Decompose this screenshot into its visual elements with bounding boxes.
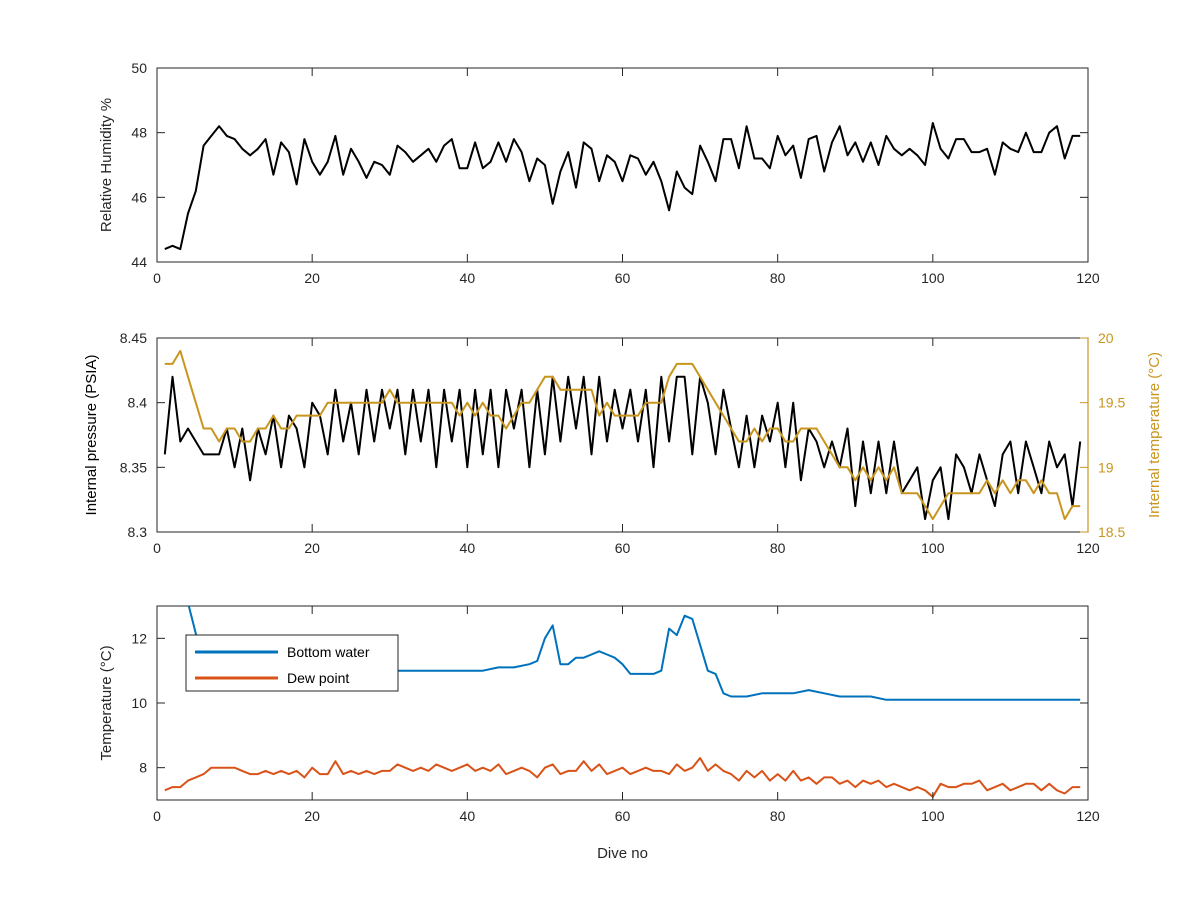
y-axis-title: Temperature (°C) <box>98 645 115 760</box>
x-tick-label: 80 <box>770 540 786 556</box>
x-tick-label: 120 <box>1076 808 1100 824</box>
legend-label: Dew point <box>287 670 349 686</box>
y-axis-title: Internal pressure (PSIA) <box>83 355 100 516</box>
y-tick-label: 48 <box>131 125 147 141</box>
panel-3: 0 20 40 60 80 100 120 8 10 12 Temperature (°C) Dive… <box>98 605 1100 862</box>
panel-1: 0 20 40 60 80 100 120 44 46 48 50 Relative Humidity… <box>98 60 1100 286</box>
legend-box <box>185 634 399 692</box>
x-tick-label: 100 <box>921 270 945 286</box>
x-tick-label: 0 <box>153 540 161 556</box>
x-tick-label: 100 <box>921 540 945 556</box>
x-tick-label: 120 <box>1076 540 1100 556</box>
x-tick-label: 80 <box>770 270 786 286</box>
plot-area-2 <box>156 337 1089 533</box>
y-right-tick-label: 18.5 <box>1098 524 1125 540</box>
y-tick-label: 8.3 <box>128 524 148 540</box>
x-tick-label: 100 <box>921 808 945 824</box>
x-tick-label: 20 <box>304 808 320 824</box>
y-tick-label: 50 <box>131 60 147 76</box>
y-right-tick-label: 19 <box>1098 459 1114 475</box>
x-tick-label: 120 <box>1076 270 1100 286</box>
series-line-2-2 <box>164 349 1081 521</box>
x-axis-title: Dive no <box>597 845 648 862</box>
y-right-tick-label: 20 <box>1098 330 1114 346</box>
y-tick-label: 44 <box>131 254 147 270</box>
panel-2: 0 20 40 60 80 100 120 8.3 8.35 8.4 8.45 18.5 19 19.5 2… <box>83 330 1163 556</box>
x-tick-label: 40 <box>460 808 476 824</box>
series-line-1-1 <box>164 122 1081 251</box>
y-right-axis-title: Internal temperature (°C) <box>1146 352 1163 518</box>
x-tick-label: 40 <box>460 540 476 556</box>
series-line-3-2 <box>164 757 1081 798</box>
y-tick-label: 8.35 <box>120 459 147 475</box>
x-tick-label: 20 <box>304 270 320 286</box>
x-tick-label: 0 <box>153 270 161 286</box>
series-line-2-1 <box>163 375 1082 521</box>
y-tick-label: 10 <box>131 695 147 711</box>
y-axis-title: Relative Humidity % <box>98 98 115 232</box>
y-right-tick-label: 19.5 <box>1098 395 1125 411</box>
y-tick-label: 8.45 <box>120 330 147 346</box>
x-tick-label: 0 <box>153 808 161 824</box>
y-tick-label: 12 <box>131 630 147 646</box>
y-tick-label: 8 <box>139 760 147 776</box>
legend-label: Bottom water <box>287 644 370 660</box>
legend: Bottom water Dew point <box>185 634 399 692</box>
plot-area-1 <box>156 67 1089 263</box>
x-tick-label: 60 <box>615 540 631 556</box>
x-tick-label: 80 <box>770 808 786 824</box>
x-tick-label: 20 <box>304 540 320 556</box>
x-tick-label: 60 <box>615 808 631 824</box>
x-tick-label: 40 <box>460 270 476 286</box>
y-tick-label: 46 <box>131 189 147 205</box>
y-tick-label: 8.4 <box>128 395 148 411</box>
x-tick-label: 60 <box>615 270 631 286</box>
